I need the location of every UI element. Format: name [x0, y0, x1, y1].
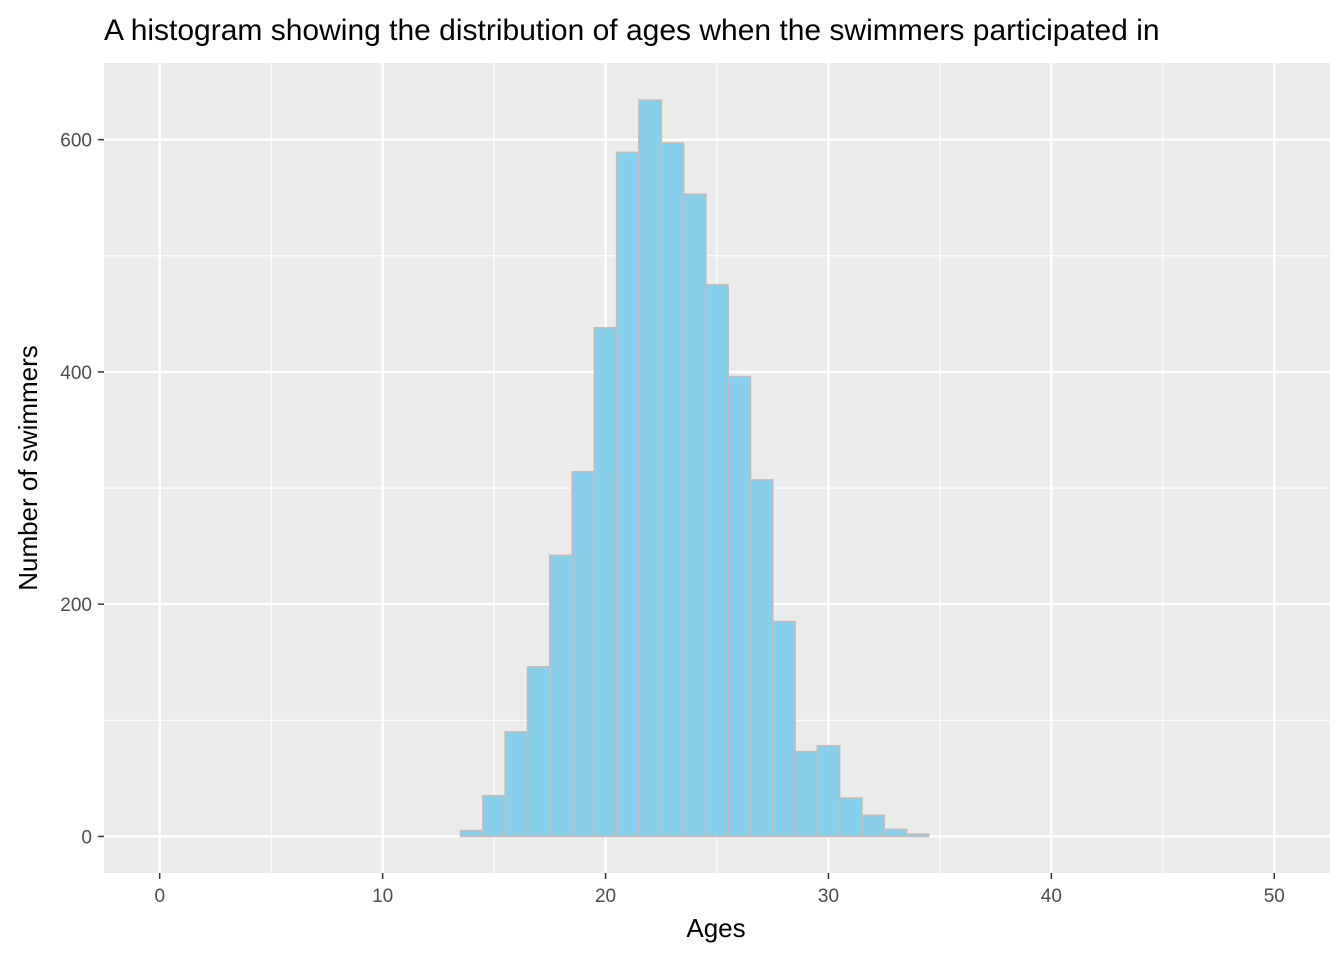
y-tick-label: 600 — [60, 131, 92, 152]
y-tick-label: 0 — [81, 827, 92, 848]
y-axis-title: Number of swimmers — [13, 345, 43, 591]
x-tick-label: 10 — [372, 886, 393, 907]
x-axis: 0 10 20 30 40 50 — [154, 873, 1285, 907]
x-tick-label: 20 — [595, 886, 616, 907]
y-axis: 0 200 400 600 — [60, 131, 104, 848]
histogram-bar — [794, 750, 819, 838]
x-tick-label: 40 — [1041, 886, 1062, 907]
histogram-bar — [749, 479, 774, 838]
histogram-bar — [504, 731, 529, 838]
histogram-bar — [482, 794, 507, 838]
y-tick-label: 200 — [60, 595, 92, 616]
histogram-bar — [571, 470, 596, 838]
histogram-bar — [548, 554, 573, 838]
histogram-bar — [526, 666, 551, 838]
histogram-bar — [816, 744, 841, 838]
histogram-bar — [615, 151, 640, 838]
y-tick-label: 400 — [60, 363, 92, 384]
histogram-bar — [593, 326, 618, 838]
histogram-bar — [905, 833, 930, 838]
histogram-bar — [682, 193, 707, 838]
histogram-bar — [771, 620, 796, 838]
histogram-bar — [705, 283, 729, 838]
histogram-bar — [727, 375, 752, 838]
x-tick-label: 30 — [818, 886, 839, 907]
x-axis-title: Ages — [686, 913, 745, 943]
x-tick-label: 50 — [1264, 886, 1285, 907]
histogram-bar — [838, 797, 863, 838]
histogram-bars — [459, 99, 930, 838]
histogram-bar — [638, 99, 663, 838]
histogram-bar — [459, 829, 484, 838]
chart-title: A histogram showing the distribution of … — [104, 14, 1160, 47]
histogram-bar — [861, 814, 886, 838]
histogram-bar — [883, 828, 908, 838]
x-tick-label: 0 — [154, 886, 165, 907]
histogram-bar — [660, 142, 685, 838]
